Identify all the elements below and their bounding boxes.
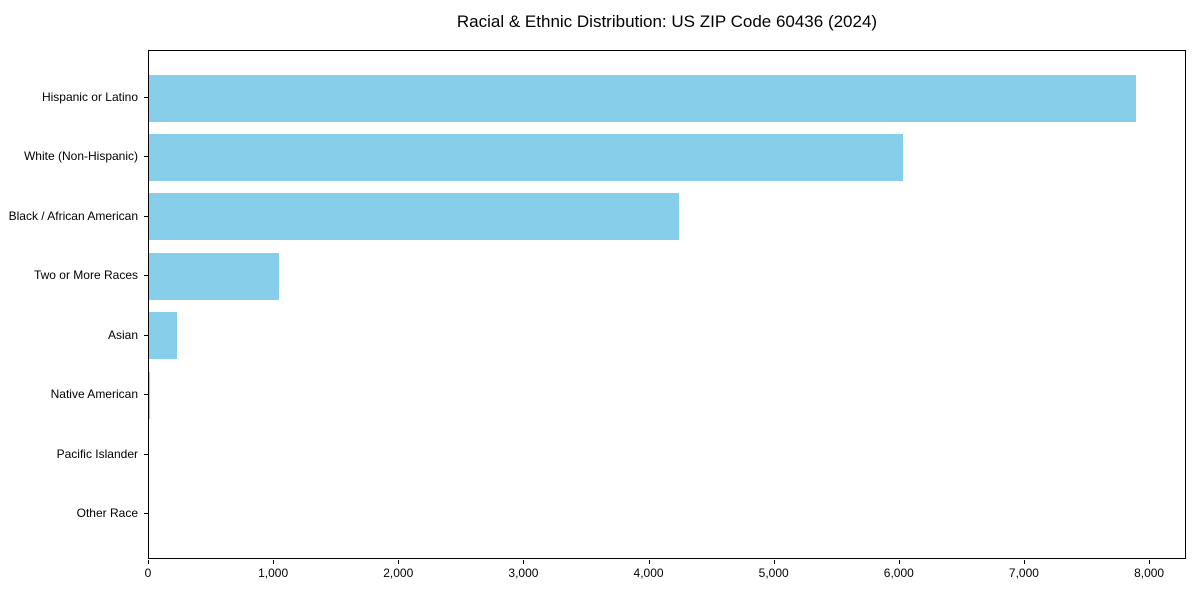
xtick-label-7000: 7,000	[1008, 566, 1039, 580]
ytick-mark	[144, 334, 148, 336]
ytick-label-black-african-american: Black / African American	[8, 208, 138, 223]
ytick-label-two-or-more-races: Two or More Races	[33, 268, 138, 283]
bar-white-non-hispanic	[149, 133, 904, 181]
xtick-label-8000: 8,000	[1134, 566, 1165, 580]
xtick-mark	[1149, 560, 1151, 564]
xtick-mark	[273, 560, 275, 564]
xtick-label-3000: 3,000	[508, 566, 539, 580]
bar-asian	[149, 312, 178, 360]
ytick-mark	[144, 453, 148, 455]
ytick-mark	[144, 215, 148, 217]
ytick-label-pacific-islander: Pacific Islander	[56, 446, 138, 461]
xtick-label-2000: 2,000	[383, 566, 414, 580]
ytick-label-white-non-hispanic: White (Non-Hispanic)	[23, 149, 138, 164]
ytick-label-asian: Asian	[107, 327, 138, 342]
ytick-mark	[144, 513, 148, 514]
ytick-mark	[144, 156, 148, 158]
ytick-mark	[144, 97, 148, 98]
xtick-mark	[148, 560, 149, 564]
xtick-label-5000: 5,000	[758, 566, 789, 580]
bar-native-american	[149, 371, 151, 419]
ytick-mark	[144, 394, 148, 396]
xtick-mark	[1023, 560, 1025, 564]
xtick-mark	[523, 560, 525, 564]
ytick-label-other-race: Other Race	[76, 506, 138, 520]
ytick-label-native-american: Native American	[50, 387, 138, 402]
xtick-mark	[648, 560, 650, 564]
bar-hispanic-or-latino	[149, 74, 1136, 122]
xtick-mark	[773, 560, 775, 564]
xtick-label-0: 0	[144, 566, 152, 580]
ytick-label-hispanic-or-latino: Hispanic or Latino	[41, 90, 138, 104]
bar-two-or-more-races	[149, 252, 279, 300]
xtick-label-1000: 1,000	[258, 566, 289, 580]
plot-area	[148, 50, 1186, 559]
xtick-mark	[898, 560, 900, 564]
xtick-label-4000: 4,000	[633, 566, 664, 580]
xtick-mark	[398, 560, 400, 564]
xtick-label-6000: 6,000	[883, 566, 914, 580]
bar-black-african-american	[149, 193, 679, 241]
chart-title: Racial & Ethnic Distribution: US ZIP Cod…	[456, 12, 878, 31]
ytick-mark	[144, 275, 148, 277]
